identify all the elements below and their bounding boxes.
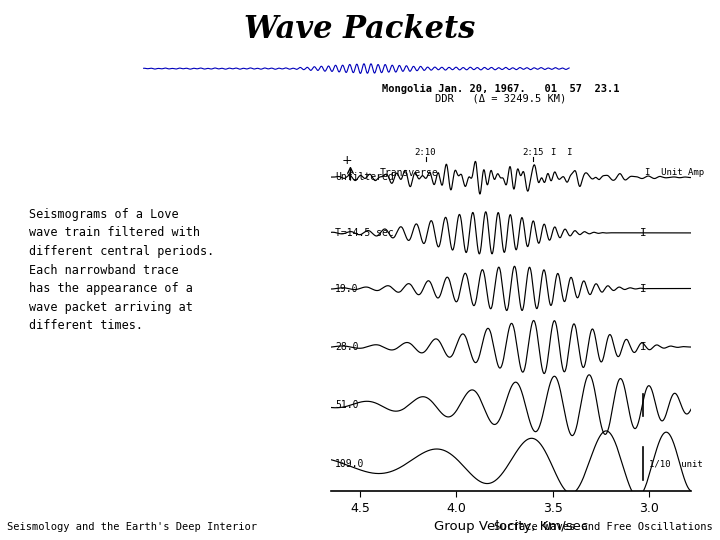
Text: Unfiltered: Unfiltered: [335, 172, 394, 183]
Text: 2:10: 2:10: [415, 148, 436, 157]
Text: I  Unit Amp: I Unit Amp: [645, 168, 704, 177]
X-axis label: Group Velocity, Km/sec: Group Velocity, Km/sec: [434, 521, 588, 534]
Text: I: I: [639, 228, 647, 238]
Text: I: I: [639, 284, 647, 294]
Text: Wave Packets: Wave Packets: [244, 14, 476, 45]
Text: I  I: I I: [552, 148, 573, 157]
Text: Seismograms of a Love
wave train filtered with
different central periods.
Each n: Seismograms of a Love wave train filtere…: [29, 208, 214, 332]
Text: 51.0: 51.0: [335, 400, 359, 410]
Text: 19.0: 19.0: [335, 284, 359, 294]
Text: Mongolia Jan. 20, 1967.   01  57  23.1: Mongolia Jan. 20, 1967. 01 57 23.1: [382, 84, 619, 94]
Text: T=14.5 sec: T=14.5 sec: [335, 228, 394, 238]
Text: +: +: [341, 154, 352, 167]
Text: Seismology and the Earth's Deep Interior: Seismology and the Earth's Deep Interior: [7, 522, 257, 531]
Text: Transverse: Transverse: [379, 168, 438, 178]
Text: 1/10  unit: 1/10 unit: [649, 459, 703, 468]
Text: Surface Waves and Free Oscillations: Surface Waves and Free Oscillations: [494, 522, 713, 531]
Text: I: I: [639, 342, 647, 352]
Text: DDR   (Δ = 3249.5 KM): DDR (Δ = 3249.5 KM): [435, 93, 566, 104]
Text: 109.0: 109.0: [335, 458, 364, 469]
Text: 2:15: 2:15: [523, 148, 544, 157]
Text: 28.0: 28.0: [335, 342, 359, 352]
